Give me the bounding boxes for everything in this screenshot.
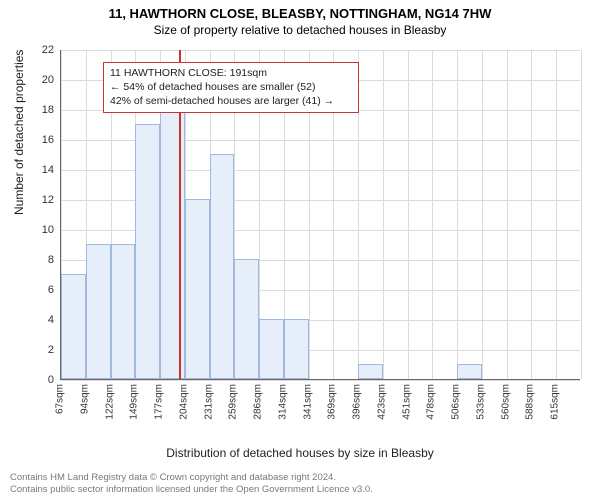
gridline-v (383, 50, 384, 379)
x-tick-label: 177sqm (154, 384, 165, 420)
x-tick-label: 204sqm (178, 384, 189, 420)
histogram-bar (86, 244, 111, 379)
histogram-bar (259, 319, 284, 379)
histogram-bar (160, 109, 185, 379)
y-tick-label: 2 (48, 344, 54, 356)
gridline-v (507, 50, 508, 379)
histogram-bar (457, 364, 482, 379)
chart-title-main: 11, HAWTHORN CLOSE, BLEASBY, NOTTINGHAM,… (0, 0, 600, 21)
y-tick-label: 0 (48, 374, 54, 386)
info-box-line: ← 54% of detached houses are smaller (52… (110, 80, 352, 94)
x-tick-label: 231sqm (203, 384, 214, 420)
x-tick-label: 533sqm (475, 384, 486, 420)
gridline-v (408, 50, 409, 379)
info-box-line: 11 HAWTHORN CLOSE: 191sqm (110, 66, 352, 80)
y-tick-label: 10 (42, 224, 54, 236)
x-tick-label: 396sqm (352, 384, 363, 420)
x-tick-label: 560sqm (500, 384, 511, 420)
x-tick-label: 67sqm (55, 384, 66, 414)
footer-line-1: Contains HM Land Registry data © Crown c… (10, 472, 373, 484)
x-tick-label: 94sqm (79, 384, 90, 414)
y-tick-label: 22 (42, 44, 54, 56)
x-tick-label: 341sqm (302, 384, 313, 420)
y-tick-label: 4 (48, 314, 54, 326)
x-tick-label: 423sqm (376, 384, 387, 420)
histogram-bar (284, 319, 309, 379)
histogram-bar (111, 244, 136, 379)
histogram-bar (185, 199, 210, 379)
gridline-v (581, 50, 582, 379)
x-tick-label: 588sqm (525, 384, 536, 420)
plot-area: 11 HAWTHORN CLOSE: 191sqm← 54% of detach… (60, 50, 580, 380)
x-tick-labels: 67sqm94sqm122sqm149sqm177sqm204sqm231sqm… (60, 380, 580, 450)
x-tick-label: 478sqm (426, 384, 437, 420)
histogram-bar (358, 364, 383, 379)
y-tick-labels: 0246810121416182022 (0, 50, 58, 380)
x-tick-label: 122sqm (104, 384, 115, 420)
y-tick-label: 6 (48, 284, 54, 296)
gridline-v (556, 50, 557, 379)
y-tick-label: 18 (42, 104, 54, 116)
gridline-h (61, 50, 580, 51)
y-tick-label: 12 (42, 194, 54, 206)
histogram-bar (61, 274, 86, 379)
gridline-v (432, 50, 433, 379)
x-tick-label: 369sqm (327, 384, 338, 420)
info-box: 11 HAWTHORN CLOSE: 191sqm← 54% of detach… (103, 62, 359, 113)
footer-line-2: Contains public sector information licen… (10, 484, 373, 496)
chart-container: 11, HAWTHORN CLOSE, BLEASBY, NOTTINGHAM,… (0, 0, 600, 500)
gridline-v (457, 50, 458, 379)
footer-attribution: Contains HM Land Registry data © Crown c… (10, 472, 373, 496)
chart-title-sub: Size of property relative to detached ho… (0, 21, 600, 37)
y-tick-label: 20 (42, 74, 54, 86)
x-tick-label: 506sqm (451, 384, 462, 420)
x-tick-label: 314sqm (277, 384, 288, 420)
x-tick-label: 149sqm (129, 384, 140, 420)
x-axis-title: Distribution of detached houses by size … (0, 446, 600, 460)
histogram-bar (234, 259, 259, 379)
histogram-bar (135, 124, 160, 379)
y-tick-label: 8 (48, 254, 54, 266)
y-tick-label: 16 (42, 134, 54, 146)
gridline-v (531, 50, 532, 379)
x-tick-label: 451sqm (401, 384, 412, 420)
info-box-line: 42% of semi-detached houses are larger (… (110, 94, 352, 108)
gridline-v (482, 50, 483, 379)
x-tick-label: 286sqm (253, 384, 264, 420)
x-tick-label: 259sqm (228, 384, 239, 420)
histogram-bar (210, 154, 235, 379)
y-tick-label: 14 (42, 164, 54, 176)
x-tick-label: 615sqm (550, 384, 561, 420)
